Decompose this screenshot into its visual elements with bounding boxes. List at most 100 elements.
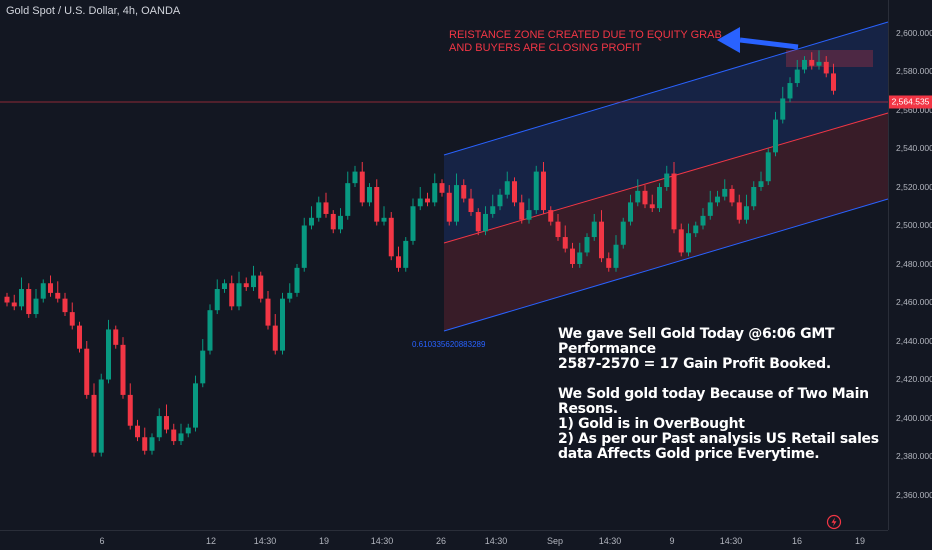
- candle-body: [816, 61, 822, 66]
- candle-body: [642, 190, 648, 205]
- price-tick: 2,460.000: [896, 297, 932, 307]
- candle-body: [439, 183, 445, 193]
- candle-body: [396, 256, 401, 268]
- candle-body: [374, 187, 380, 222]
- candle-body: [214, 289, 220, 311]
- candle-body: [338, 215, 343, 230]
- candle-body: [77, 325, 82, 349]
- candle-body: [678, 229, 684, 253]
- fib-level-label: 0.610335620883289: [412, 340, 486, 349]
- candle-body: [794, 69, 800, 84]
- candle-body: [48, 283, 53, 293]
- note-line: 1) Gold is in OverBought: [558, 416, 745, 432]
- candle-body: [584, 237, 590, 253]
- candle-body: [461, 185, 467, 199]
- candle-body: [251, 275, 256, 288]
- candle-body: [62, 298, 68, 313]
- time-tick: 16: [791, 536, 803, 546]
- candle-body: [381, 217, 387, 222]
- price-tick: 2,520.000: [896, 182, 932, 192]
- time-tick: 14:30: [484, 536, 508, 546]
- channel-lower-line[interactable]: [443, 198, 889, 332]
- candle-body: [323, 202, 329, 214]
- candle-body: [628, 202, 633, 222]
- candle-body: [497, 194, 503, 207]
- candle-body: [700, 215, 706, 226]
- candle-body: [715, 196, 720, 203]
- candle-body: [613, 244, 619, 268]
- candle-body: [635, 190, 641, 203]
- lower-channel-fill: [444, 113, 888, 331]
- candle-body: [519, 202, 525, 220]
- candle-body: [294, 267, 300, 293]
- candle-body: [19, 289, 24, 307]
- arrow-shaft: [739, 37, 799, 50]
- candle-body: [410, 206, 416, 241]
- candle-body: [352, 171, 358, 184]
- price-axis[interactable]: 2,600.000 2,580.000 2,560.000 2,540.000 …: [888, 0, 932, 530]
- candle-body: [207, 310, 213, 351]
- candle-body: [98, 379, 104, 453]
- candle-body: [258, 275, 264, 299]
- candle-body: [171, 429, 177, 442]
- price-tick: 2,560.000: [896, 105, 932, 115]
- candle-body: [142, 437, 148, 451]
- candle-body: [236, 283, 242, 307]
- resistance-zone[interactable]: [786, 50, 873, 67]
- candle-body: [280, 298, 285, 351]
- candle-body: [222, 283, 227, 290]
- candle-body: [780, 98, 786, 120]
- candle-body: [345, 183, 351, 216]
- candle-body: [287, 292, 293, 299]
- time-tick: 14:30: [719, 536, 743, 546]
- candle-body: [729, 188, 735, 203]
- price-tick: 2,580.000: [896, 66, 932, 76]
- candle-body: [135, 425, 140, 438]
- candle-body: [751, 187, 757, 207]
- candle-body: [106, 329, 111, 380]
- candle-body: [4, 296, 10, 303]
- candle-body: [577, 252, 583, 264]
- candle-body: [417, 198, 423, 207]
- candle-body: [193, 383, 198, 428]
- candle-body: [744, 206, 749, 220]
- price-tick: 2,440.000: [896, 336, 932, 346]
- candle-body: [425, 198, 430, 203]
- candle-body: [548, 210, 554, 222]
- candle-body: [113, 329, 119, 345]
- current-price-tag: 2,564.535: [889, 95, 932, 109]
- lightning-alert-icon[interactable]: [826, 514, 842, 530]
- note-line: Resons.: [558, 401, 618, 417]
- time-tick: 12: [205, 536, 217, 546]
- candle-body: [758, 181, 764, 187]
- candle-body: [765, 152, 771, 182]
- candle-body: [403, 240, 409, 268]
- candle-body: [599, 221, 604, 259]
- candle-body: [454, 185, 459, 222]
- candle-body: [649, 204, 655, 209]
- candle-body: [562, 237, 568, 249]
- time-axis[interactable]: 6 12 14:30 19 14:30 26 14:30 Sep 14:30 9…: [0, 530, 888, 550]
- candle-body: [620, 221, 626, 245]
- price-tick: 2,480.000: [896, 259, 932, 269]
- candle-body: [359, 171, 365, 203]
- candle-body: [265, 298, 271, 326]
- symbol-title: Gold Spot / U.S. Dollar, 4h, OANDA: [6, 5, 181, 17]
- candle-body: [84, 348, 90, 395]
- note-line: We Sold gold today Because of Two Main: [558, 386, 869, 402]
- time-tick: 14:30: [598, 536, 622, 546]
- channel-upper-line[interactable]: [443, 21, 889, 156]
- candle-body: [722, 188, 728, 197]
- candle-body: [432, 183, 438, 203]
- candle-body: [272, 325, 278, 351]
- note-line: We gave Sell Gold Today @6:06 GMT: [558, 326, 835, 342]
- price-tick: 2,420.000: [896, 374, 932, 384]
- candle-body: [570, 248, 575, 264]
- candle-body: [591, 221, 597, 238]
- time-tick: 19: [318, 536, 330, 546]
- candle-body: [229, 283, 235, 307]
- candle-body: [555, 221, 561, 238]
- price-tick: 2,400.000: [896, 413, 932, 423]
- candle-body: [606, 258, 612, 268]
